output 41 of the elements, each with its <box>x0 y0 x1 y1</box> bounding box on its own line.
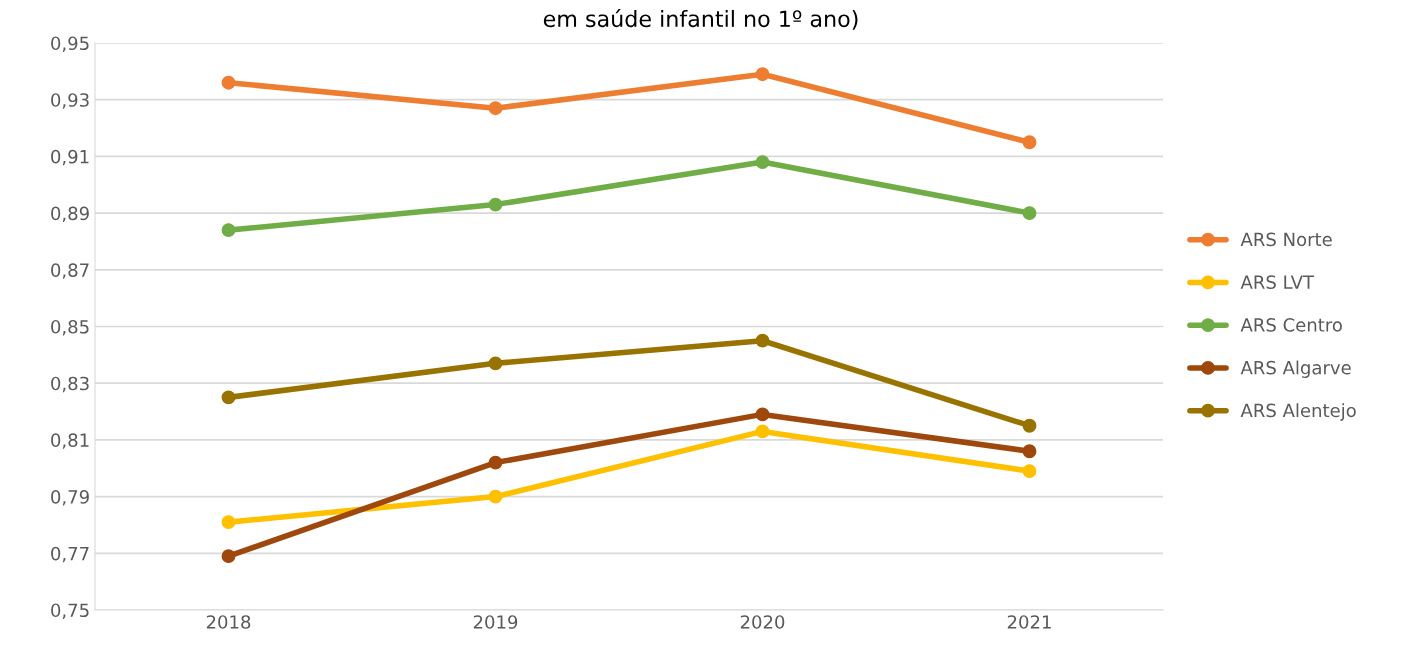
point <box>755 424 770 439</box>
point <box>1022 464 1037 479</box>
x-tick-label: 2019 <box>473 615 518 629</box>
point <box>1022 418 1037 433</box>
y-tick-label: 0,95 <box>51 36 89 52</box>
y-tick-label: 0,85 <box>51 319 89 336</box>
point <box>755 155 770 170</box>
point <box>1022 206 1037 221</box>
legend-label: ARS Centro <box>1240 318 1342 332</box>
point <box>488 455 503 470</box>
y-tick-label: 0,87 <box>51 263 89 279</box>
y-tick-label: 0,83 <box>51 376 89 393</box>
point <box>221 223 236 238</box>
y-tick-label: 0,75 <box>51 603 89 619</box>
y-tick-label: 0,81 <box>51 433 89 449</box>
x-tick-label: 2021 <box>1007 615 1051 629</box>
point <box>1022 135 1037 150</box>
x-tick-label: 2020 <box>740 615 785 629</box>
y-tick-label: 0,89 <box>51 206 89 223</box>
point <box>755 333 770 348</box>
point <box>488 356 503 371</box>
legend-label: ARS Norte <box>1240 232 1332 247</box>
point <box>221 549 236 564</box>
y-tick-label: 0,77 <box>51 546 89 563</box>
y-tick-label: 0,93 <box>51 93 89 109</box>
point <box>221 515 236 530</box>
y-tick-label: 0,79 <box>51 490 89 506</box>
point <box>488 197 503 212</box>
x-tick-label: 2018 <box>206 615 251 629</box>
legend-label: ARS Algarve <box>1240 360 1351 378</box>
point <box>221 75 236 90</box>
chart-title: em saúde infantil no 1º ano) <box>543 9 858 30</box>
point <box>755 67 770 82</box>
legend-label: ARS LVT <box>1240 275 1315 289</box>
point <box>755 407 770 422</box>
point <box>488 489 503 504</box>
point <box>1022 444 1037 459</box>
point <box>221 390 236 405</box>
legend-label: ARS Alentejo <box>1240 403 1356 421</box>
y-tick-label: 0,91 <box>51 149 89 166</box>
point <box>488 101 503 116</box>
